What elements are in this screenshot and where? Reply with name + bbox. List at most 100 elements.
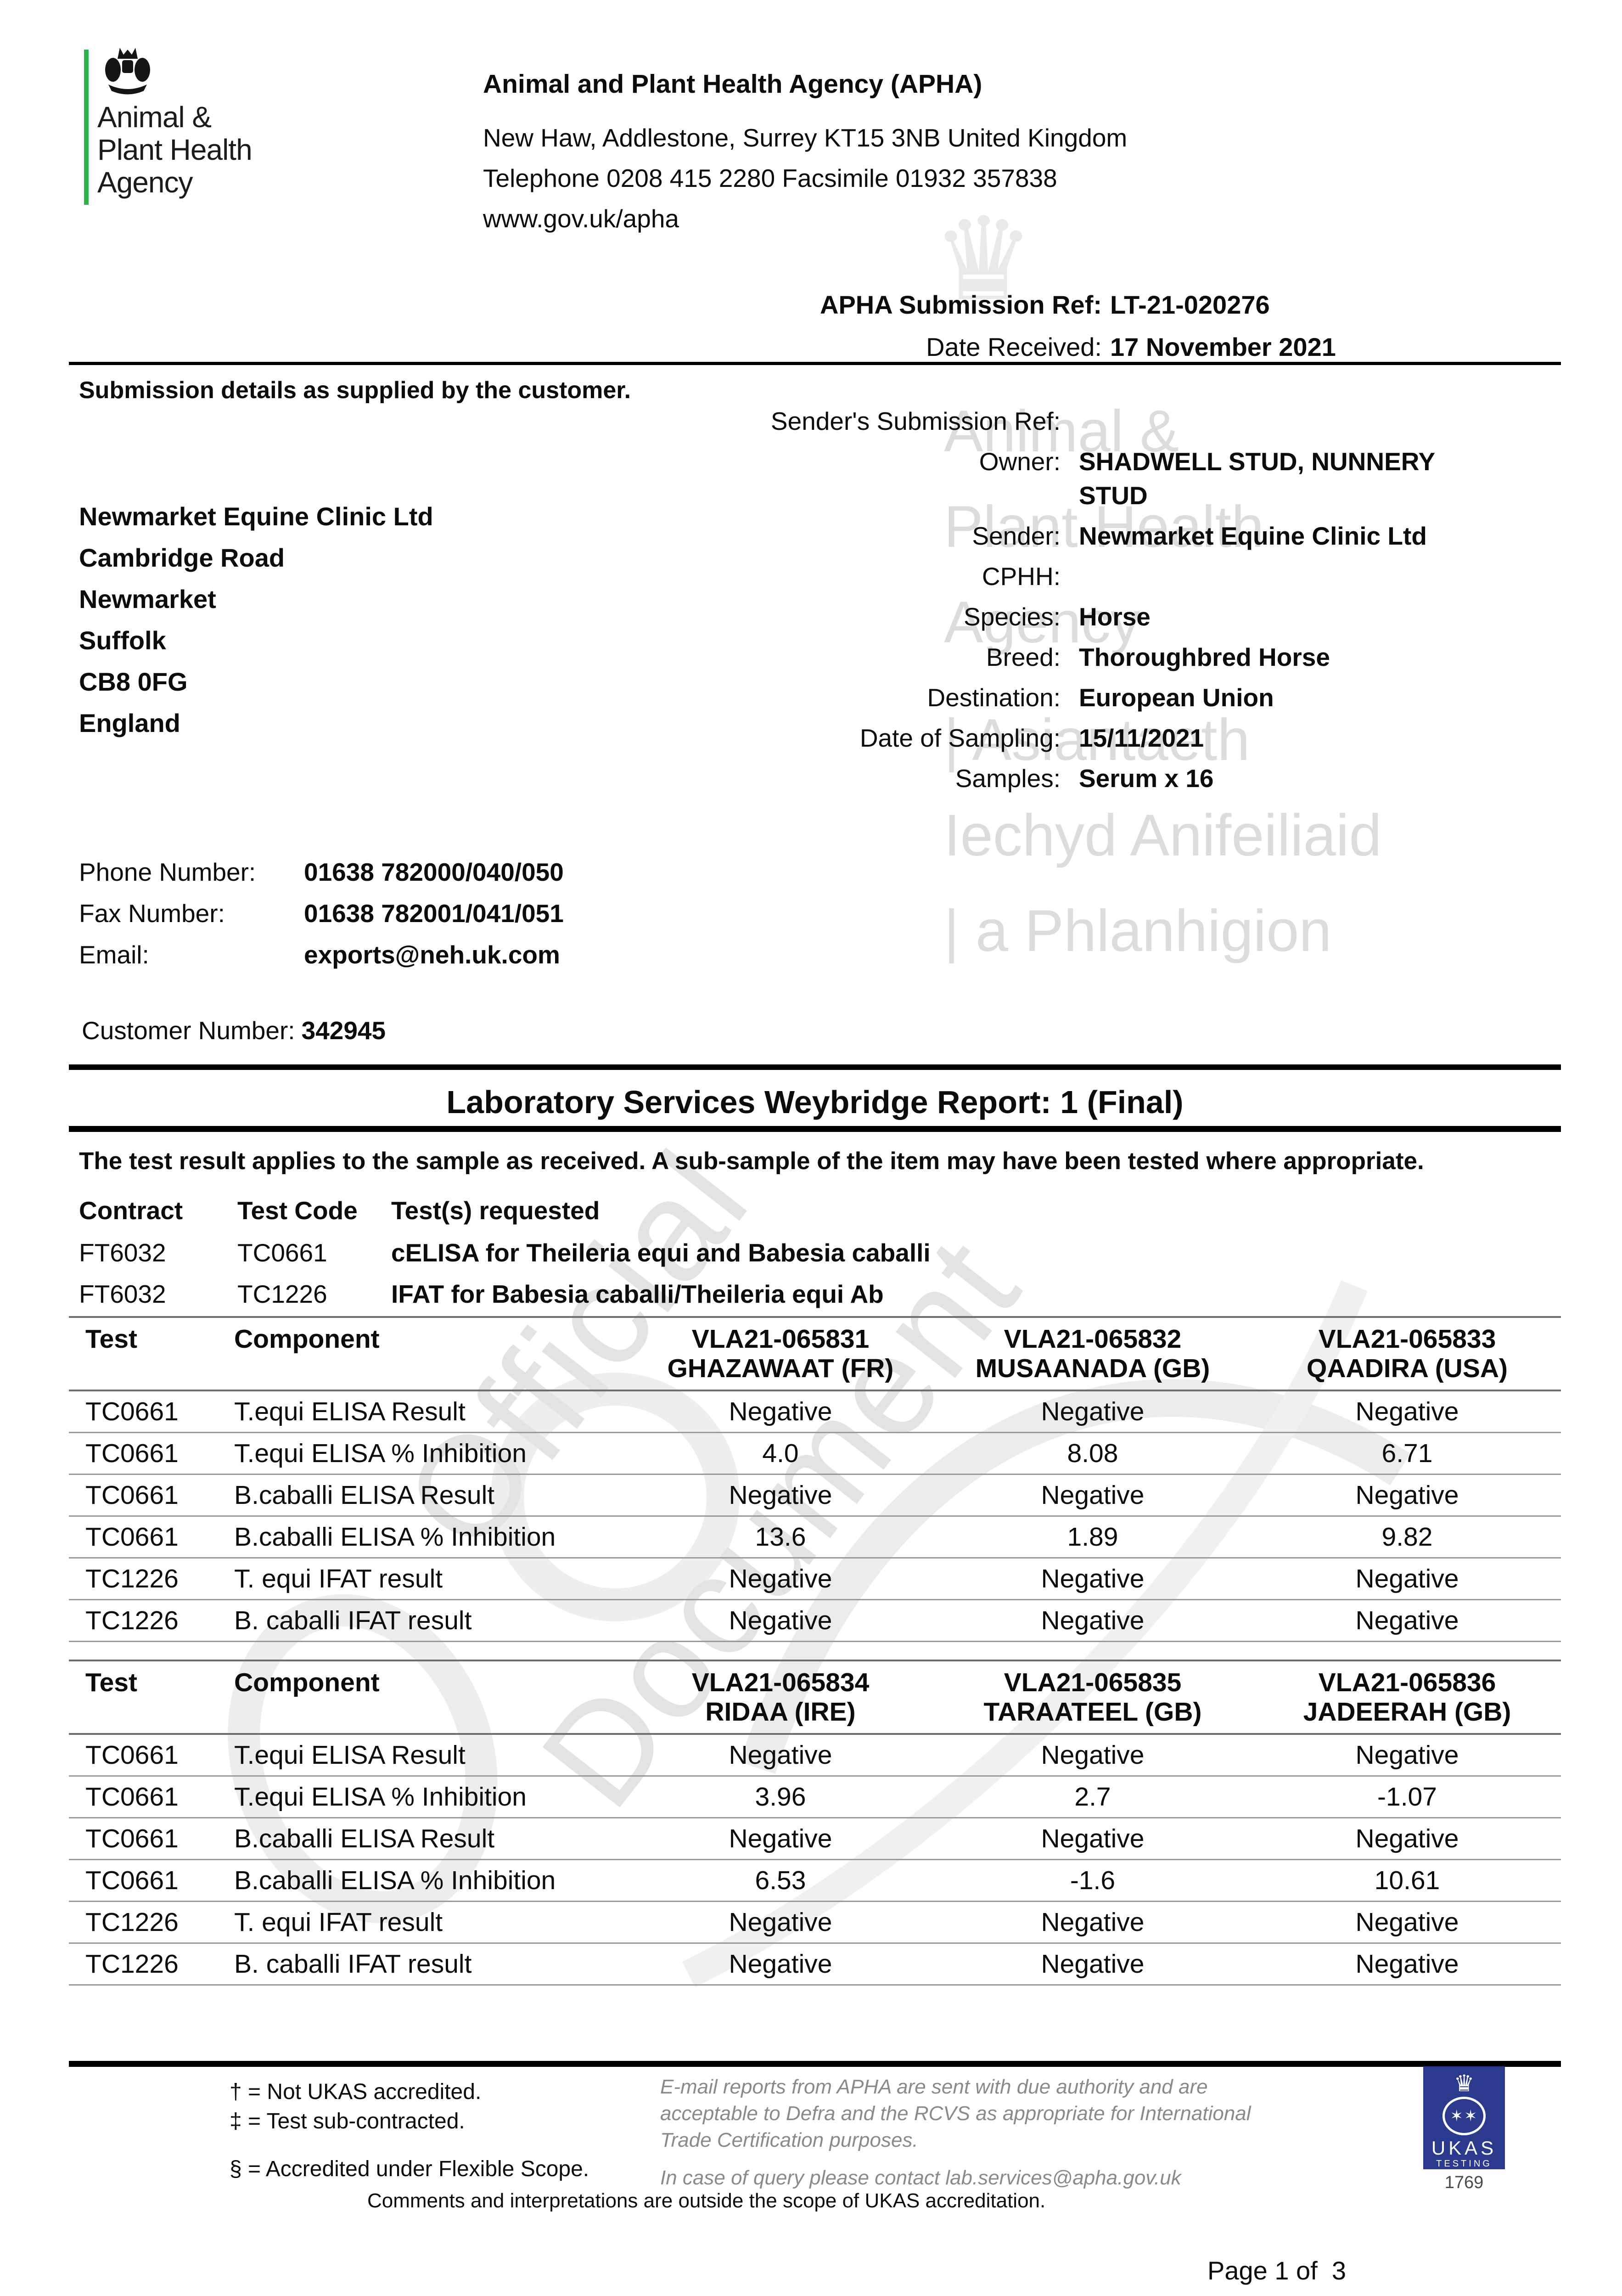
apha-logo-green-bar xyxy=(84,50,89,205)
request-row: FT6032 TC1226 IFAT for Babesia caballi/T… xyxy=(79,1281,1548,1307)
contract-value: FT6032 xyxy=(79,1280,166,1308)
tests-requested-section: Contract Test Code Test(s) requested FT6… xyxy=(79,1198,1548,1322)
address-line: Newmarket xyxy=(79,585,216,613)
test-code: TC0661 xyxy=(85,1439,179,1468)
tests-requested-header: Test(s) requested xyxy=(391,1196,600,1225)
species-value: Horse xyxy=(1079,602,1151,631)
result-value: Negative xyxy=(729,1824,832,1853)
result-value: 6.53 xyxy=(755,1866,806,1895)
component-name: B.caballi ELISA % Inhibition xyxy=(234,1866,556,1895)
component-name: B. caballi IFAT result xyxy=(234,1949,472,1979)
submission-ref-block: APHA Submission Ref: LT-21-020276 Date R… xyxy=(780,284,1584,368)
result-value: 9.82 xyxy=(1381,1522,1433,1552)
result-value: Negative xyxy=(1041,1908,1145,1937)
sample-column-header: VLA21-065833 QAADIRA (USA) xyxy=(1253,1317,1561,1390)
sample-name: GHAZAWAAT (FR) xyxy=(667,1354,894,1383)
component-column-header: Component xyxy=(234,1668,380,1697)
result-row: TC0661 B.caballi ELISA % Inhibition 13.6… xyxy=(69,1516,1561,1558)
component-name: T.equi ELISA % Inhibition xyxy=(234,1439,527,1468)
test-code: TC0661 xyxy=(85,1866,179,1895)
report-title: Laboratory Services Weybridge Report: 1 … xyxy=(446,1084,1184,1120)
test-name: cELISA for Theileria equi and Babesia ca… xyxy=(391,1238,931,1267)
sample-name: RIDAA (IRE) xyxy=(705,1697,856,1727)
sender-label: Sender: xyxy=(972,522,1061,550)
date-of-sampling-label: Date of Sampling: xyxy=(859,724,1061,752)
customer-contact-block: Phone Number: 01638 782000/040/050 Fax N… xyxy=(79,855,564,979)
apha-submission-ref-label: APHA Submission Ref: xyxy=(820,290,1102,319)
sample-id: VLA21-065834 xyxy=(691,1668,870,1697)
page-number: Page 1 of 3 xyxy=(1207,2256,1347,2285)
result-value: Negative xyxy=(729,1949,832,1979)
result-value: Negative xyxy=(1355,1949,1459,1979)
test-code: TC0661 xyxy=(85,1740,179,1770)
test-code: TC1226 xyxy=(85,1606,179,1635)
test-code: TC1226 xyxy=(85,1564,179,1593)
ukas-name: UKAS xyxy=(1431,2137,1497,2159)
test-column-header: Test xyxy=(85,1668,137,1697)
test-code: TC1226 xyxy=(85,1908,179,1937)
sample-id: VLA21-065835 xyxy=(1004,1668,1182,1697)
royal-crest-logo-icon xyxy=(105,48,150,95)
logo-line: Agency xyxy=(97,166,193,199)
test-name: IFAT for Babesia caballi/Theileria equi … xyxy=(391,1280,884,1308)
result-value: -1.6 xyxy=(1070,1866,1116,1895)
owner-label: Owner: xyxy=(979,447,1061,476)
result-row: TC0661 T.equi ELISA Result Negative Nega… xyxy=(69,1734,1561,1776)
sample-column-header: VLA21-065832 MUSAANADA (GB) xyxy=(932,1317,1253,1390)
result-value: Negative xyxy=(1041,1564,1145,1593)
component-name: T. equi IFAT result xyxy=(234,1564,443,1593)
query-contact-line: In case of query please contact lab.serv… xyxy=(660,2167,1181,2189)
result-value: Negative xyxy=(1041,1949,1145,1979)
sample-id: VLA21-065832 xyxy=(1004,1324,1182,1354)
sample-column-header: VLA21-065836 JADEERAH (GB) xyxy=(1253,1660,1561,1734)
result-value: Negative xyxy=(729,1480,832,1510)
result-row: TC0661 B.caballi ELISA Result Negative N… xyxy=(69,1818,1561,1860)
test-code: TC0661 xyxy=(85,1782,179,1812)
submission-details-heading: Submission details as supplied by the cu… xyxy=(79,377,631,404)
agency-watermark-text: Animal & Plant Health Agency | Asiantaet… xyxy=(944,384,1382,979)
owner-value: SHADWELL STUD, NUNNERY STUD xyxy=(1079,447,1435,510)
agency-address: New Haw, Addlestone, Surrey KT15 3NB Uni… xyxy=(483,124,1128,152)
agency-contact-block: Animal and Plant Health Agency (APHA) Ne… xyxy=(483,69,1218,239)
result-row: TC0661 B.caballi ELISA % Inhibition 6.53… xyxy=(69,1860,1561,1902)
email-value: exports@neh.uk.com xyxy=(304,940,560,969)
species-label: Species: xyxy=(964,602,1061,631)
result-row: TC1226 T. equi IFAT result Negative Nega… xyxy=(69,1902,1561,1943)
sender-submission-ref-label: Sender's Submission Ref: xyxy=(770,407,1061,435)
key-line: ‡ = Test sub-contracted. xyxy=(230,2109,465,2133)
watermark-line: | Asiantaeth xyxy=(944,707,1250,773)
result-value: 2.7 xyxy=(1074,1782,1111,1812)
authority-paragraph: E-mail reports from APHA are sent with d… xyxy=(660,2076,1251,2151)
customer-address-block: Newmarket Equine Clinic Ltd Cambridge Ro… xyxy=(79,496,433,744)
result-value: Negative xyxy=(1355,1908,1459,1937)
test-code-value: TC1226 xyxy=(237,1280,327,1308)
result-value: 13.6 xyxy=(755,1522,806,1552)
result-value: Negative xyxy=(729,1740,832,1770)
result-value: Negative xyxy=(1355,1606,1459,1635)
customer-number-row: Customer Number: 342945 xyxy=(82,1016,386,1045)
sample-id: VLA21-065836 xyxy=(1318,1668,1496,1697)
email-label: Email: xyxy=(79,940,149,969)
watermark-line: Agency xyxy=(944,590,1140,655)
test-code-value: TC0661 xyxy=(237,1238,327,1267)
ukas-testing-label: TESTING xyxy=(1436,2159,1492,2169)
result-value: 4.0 xyxy=(762,1439,799,1468)
address-line: Suffolk xyxy=(79,626,166,655)
crest-watermark-icon: ♛ xyxy=(932,195,1035,323)
result-value: 3.96 xyxy=(755,1782,806,1812)
samples-value: Serum x 16 xyxy=(1079,764,1214,793)
result-row: TC1226 T. equi IFAT result Negative Nega… xyxy=(69,1558,1561,1600)
component-name: B. caballi IFAT result xyxy=(234,1606,472,1635)
apha-logo-wordmark: Animal & Plant Health Agency xyxy=(97,101,253,199)
result-row: TC0661 B.caballi ELISA Result Negative N… xyxy=(69,1474,1561,1516)
fax-label: Fax Number: xyxy=(79,899,225,928)
result-row: TC0661 T.equi ELISA Result Negative Nega… xyxy=(69,1390,1561,1433)
result-value: Negative xyxy=(1355,1480,1459,1510)
sample-column-header: VLA21-065834 RIDAA (IRE) xyxy=(629,1660,932,1734)
authority-note: E-mail reports from APHA are sent with d… xyxy=(660,2074,1271,2191)
component-column-header: Component xyxy=(234,1324,380,1354)
sample-id: VLA21-065831 xyxy=(691,1324,870,1354)
component-name: T.equi ELISA % Inhibition xyxy=(234,1782,527,1812)
watermark-line: Iechyd Anifeiliaid xyxy=(944,803,1382,868)
cphh-value xyxy=(1079,559,1492,593)
